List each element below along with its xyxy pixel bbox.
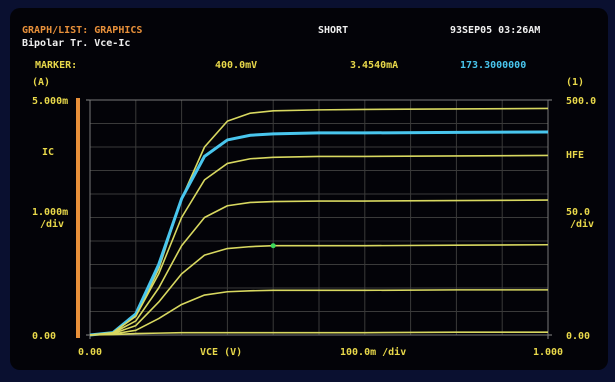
y2-tick-label: 500.0 [566, 96, 596, 107]
marker-label: MARKER: [35, 60, 77, 71]
y-unit: (A) [32, 77, 50, 88]
y-tick-label: 0.00 [32, 331, 56, 342]
y2-div: 50.0 [566, 207, 590, 218]
x-div: 100.0m /div [340, 346, 406, 358]
marker-x: 400.0mV [215, 60, 257, 71]
marker-y2: 173.3000000 [460, 60, 526, 71]
mode: GRAPH/LIST: GRAPHICS [22, 25, 142, 36]
y2-tick-label: 0.00 [566, 331, 590, 342]
y-tick-label: 5.000m [32, 96, 68, 107]
y2-label: HFE [566, 150, 584, 161]
y-div: 1.000m [32, 207, 68, 218]
x-tick-label: 1.000 [533, 347, 563, 358]
subtitle: Bipolar Tr. Vce-Ic [22, 37, 130, 49]
x-label: VCE (V) [200, 347, 242, 358]
screen: GRAPH/LIST: GRAPHICS Bipolar Tr. Vce-Ic … [0, 0, 615, 382]
marker-point [271, 243, 276, 248]
y2-unit: (1) [566, 77, 584, 88]
status: SHORT [318, 25, 348, 36]
page: GRAPH/LIST: GRAPHICS Bipolar Tr. Vce-Ic … [0, 0, 615, 382]
y2-div-unit: /div [570, 218, 594, 230]
y-label: IC [42, 147, 54, 158]
x-tick-label: 0.00 [78, 347, 102, 358]
y-div-unit: /div [40, 218, 64, 230]
marker-y: 3.4540mA [350, 60, 398, 71]
timestamp: 93SEP05 03:26AM [450, 25, 540, 36]
level-bar [76, 98, 80, 338]
